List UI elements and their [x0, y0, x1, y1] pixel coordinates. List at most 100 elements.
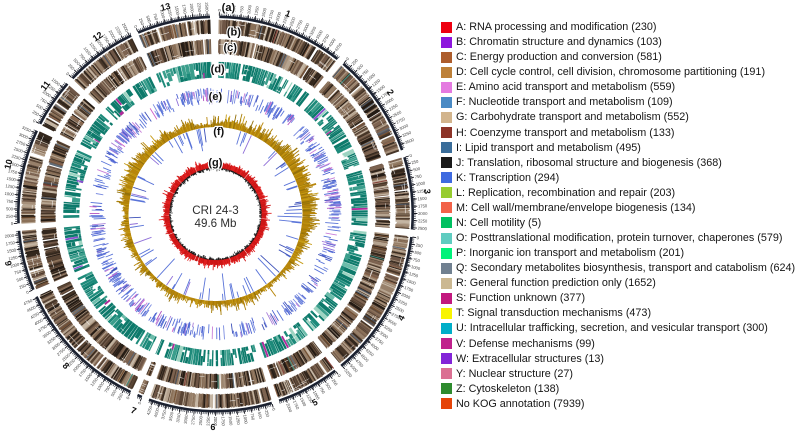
svg-text:1250: 1250 — [235, 415, 241, 425]
svg-text:9: 9 — [3, 260, 14, 267]
svg-text:500: 500 — [16, 276, 25, 283]
svg-text:0: 0 — [11, 221, 14, 226]
svg-text:4500: 4500 — [360, 353, 371, 364]
svg-text:1000: 1000 — [96, 380, 106, 391]
svg-text:3250: 3250 — [308, 25, 317, 36]
svg-text:(a): (a) — [222, 2, 236, 14]
svg-text:2250: 2250 — [398, 298, 409, 307]
svg-text:4250: 4250 — [146, 405, 154, 416]
svg-text:5: 5 — [310, 397, 319, 408]
svg-text:2250: 2250 — [196, 3, 202, 13]
svg-text:2500: 2500 — [121, 22, 130, 33]
svg-text:1500: 1500 — [406, 278, 417, 286]
svg-text:49.6 Mb: 49.6 Mb — [195, 217, 237, 230]
svg-text:250: 250 — [138, 17, 145, 26]
svg-text:1500: 1500 — [299, 397, 308, 408]
svg-text:10: 10 — [2, 158, 14, 170]
svg-text:3000: 3000 — [18, 132, 29, 140]
svg-text:11: 11 — [39, 79, 53, 93]
svg-text:750: 750 — [152, 13, 159, 22]
svg-text:(f): (f) — [213, 126, 224, 138]
svg-text:0: 0 — [217, 8, 222, 11]
svg-text:3750: 3750 — [374, 336, 385, 346]
svg-text:250: 250 — [415, 242, 423, 248]
svg-text:4000: 4000 — [369, 342, 380, 352]
svg-text:1000: 1000 — [411, 264, 422, 271]
svg-text:2000: 2000 — [213, 417, 218, 427]
svg-text:3000: 3000 — [387, 318, 398, 327]
svg-text:750: 750 — [318, 386, 326, 395]
svg-text:3500: 3500 — [168, 411, 175, 422]
svg-text:0: 0 — [271, 407, 277, 411]
svg-text:1250: 1250 — [5, 183, 16, 189]
svg-text:250: 250 — [411, 158, 420, 165]
svg-text:500: 500 — [145, 15, 152, 24]
svg-text:1500: 1500 — [6, 247, 17, 254]
svg-text:4750: 4750 — [23, 298, 34, 307]
svg-text:3500: 3500 — [379, 330, 390, 340]
svg-text:1750: 1750 — [221, 416, 226, 426]
svg-text:4000: 4000 — [327, 37, 337, 48]
svg-text:1250: 1250 — [89, 376, 99, 387]
svg-text:(c): (c) — [223, 42, 237, 54]
svg-text:250: 250 — [331, 378, 340, 387]
svg-text:3750: 3750 — [37, 323, 48, 333]
svg-text:1250: 1250 — [46, 83, 57, 93]
svg-text:2250: 2250 — [282, 13, 290, 24]
svg-text:2500: 2500 — [13, 146, 24, 154]
svg-text:1500: 1500 — [95, 37, 105, 48]
svg-text:1000: 1000 — [366, 72, 377, 82]
svg-text:0: 0 — [133, 24, 139, 29]
svg-text:0: 0 — [337, 373, 343, 378]
svg-text:1750: 1750 — [267, 9, 275, 20]
svg-text:500: 500 — [72, 57, 81, 66]
svg-text:4250: 4250 — [29, 311, 40, 320]
svg-text:500: 500 — [325, 382, 333, 391]
svg-text:1750: 1750 — [380, 90, 391, 100]
svg-text:750: 750 — [39, 96, 48, 104]
svg-text:2750: 2750 — [56, 347, 67, 357]
svg-text:2500: 2500 — [392, 109, 403, 118]
svg-text:2000: 2000 — [285, 402, 293, 413]
svg-text:500: 500 — [414, 250, 422, 256]
svg-text:1750: 1750 — [8, 168, 19, 175]
svg-text:1000: 1000 — [82, 46, 92, 57]
svg-text:1250: 1250 — [408, 271, 419, 279]
svg-text:1000: 1000 — [10, 262, 21, 269]
svg-text:4000: 4000 — [33, 317, 44, 326]
svg-text:2750: 2750 — [395, 116, 406, 125]
svg-text:1750: 1750 — [403, 285, 414, 293]
svg-text:2750: 2750 — [190, 414, 196, 424]
svg-text:250: 250 — [224, 4, 229, 12]
svg-text:1750: 1750 — [77, 367, 87, 378]
svg-text:2500: 2500 — [394, 305, 405, 314]
svg-text:1500: 1500 — [228, 416, 234, 426]
svg-text:750: 750 — [14, 269, 23, 276]
svg-text:0: 0 — [125, 395, 131, 400]
svg-text:4750: 4750 — [354, 358, 365, 369]
svg-text:1500: 1500 — [51, 77, 62, 87]
svg-text:0: 0 — [137, 400, 143, 405]
svg-text:1500: 1500 — [174, 5, 181, 16]
svg-text:1250: 1250 — [371, 78, 382, 88]
svg-text:0: 0 — [416, 235, 420, 240]
svg-text:2: 2 — [385, 87, 396, 97]
svg-text:2500: 2500 — [61, 352, 72, 363]
svg-text:2000: 2000 — [401, 292, 412, 301]
svg-text:2000: 2000 — [9, 161, 20, 168]
svg-text:1750: 1750 — [418, 203, 428, 208]
svg-text:3250: 3250 — [46, 335, 57, 345]
svg-text:1500: 1500 — [417, 196, 427, 202]
svg-text:1250: 1250 — [305, 393, 314, 404]
svg-text:3250: 3250 — [21, 125, 32, 134]
svg-text:500: 500 — [110, 388, 118, 397]
svg-text:750: 750 — [361, 68, 370, 77]
svg-text:3500: 3500 — [404, 137, 415, 145]
svg-text:0: 0 — [409, 153, 413, 159]
svg-text:1250: 1250 — [88, 41, 98, 52]
svg-text:250: 250 — [18, 283, 27, 290]
svg-text:2000: 2000 — [418, 211, 428, 216]
svg-text:2750: 2750 — [16, 139, 27, 147]
svg-text:0: 0 — [65, 71, 71, 77]
svg-text:2250: 2250 — [388, 102, 399, 111]
